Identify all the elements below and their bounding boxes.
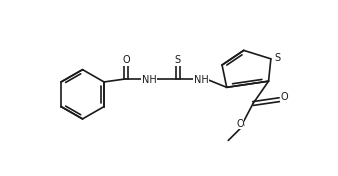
Text: S: S: [175, 55, 181, 65]
Text: NH: NH: [194, 75, 209, 85]
Text: S: S: [274, 53, 280, 63]
Text: O: O: [280, 92, 288, 102]
Text: O: O: [122, 55, 130, 65]
Text: O: O: [236, 118, 244, 128]
Text: NH: NH: [142, 75, 156, 85]
